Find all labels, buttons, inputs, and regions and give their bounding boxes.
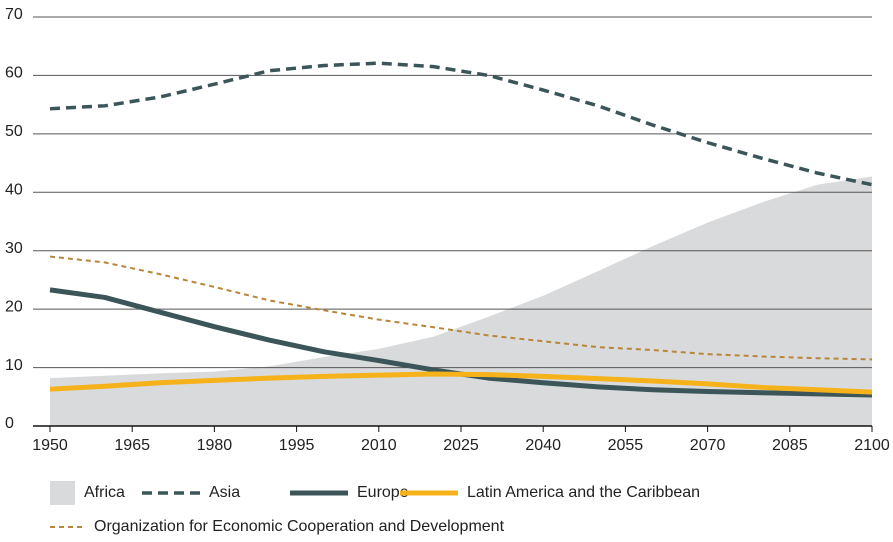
y-tick-label: 10 xyxy=(5,357,23,374)
legend-label: Organization for Economic Cooperation an… xyxy=(94,518,505,535)
y-tick-label: 40 xyxy=(5,182,23,199)
y-tick-label: 0 xyxy=(5,415,14,432)
legend-label: Latin America and the Caribbean xyxy=(467,484,700,501)
legend-label: Africa xyxy=(84,484,125,501)
y-tick-label: 50 xyxy=(5,123,23,140)
legend-label: Europe xyxy=(357,484,409,501)
area xyxy=(50,176,872,426)
x-tick-label: 1965 xyxy=(114,437,150,454)
x-tick-label: 2100 xyxy=(854,437,890,454)
legend-label: Asia xyxy=(209,484,240,501)
x-tick-label: 2040 xyxy=(525,437,561,454)
x-tick-label: 2025 xyxy=(443,437,479,454)
y-tick-label: 30 xyxy=(5,240,23,257)
y-tick-label: 20 xyxy=(5,298,23,315)
y-tick-label: 70 xyxy=(5,6,23,23)
x-tick-label: 2055 xyxy=(608,437,644,454)
line xyxy=(49,61,873,187)
x-tick-label: 1950 xyxy=(32,437,68,454)
x-tick-label: 2010 xyxy=(361,437,397,454)
y-tick-label: 60 xyxy=(5,65,23,82)
line xyxy=(49,255,873,361)
x-tick-label: 1980 xyxy=(197,437,233,454)
line xyxy=(49,371,873,395)
legend-swatch xyxy=(50,481,75,505)
x-tick-label: 2070 xyxy=(690,437,726,454)
x-tick-label: 1995 xyxy=(279,437,315,454)
x-tick-label: 2085 xyxy=(772,437,808,454)
